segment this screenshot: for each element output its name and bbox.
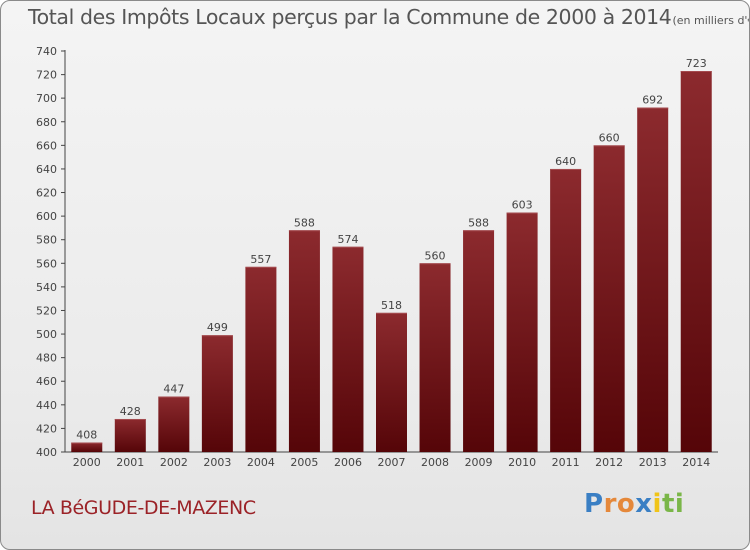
data-label: 692	[642, 94, 663, 107]
bar	[680, 71, 712, 453]
y-tick-label: 680	[36, 116, 57, 129]
logo-letter: i	[674, 489, 685, 519]
logo-letter: P	[584, 489, 604, 519]
x-tick-label: 2009	[465, 456, 493, 469]
x-tick-label: 2003	[203, 456, 231, 469]
data-label: 588	[294, 216, 315, 229]
y-tick-label: 720	[36, 69, 57, 82]
x-axis: 2000 2001 2002 2003 2004 2005 2006 2007 2008 2009…	[65, 451, 718, 469]
logo-letter: t	[661, 489, 675, 519]
y-tick-label: 700	[36, 92, 57, 105]
y-tick-label: 740	[36, 45, 57, 58]
bar	[550, 168, 582, 453]
data-label: 408	[76, 429, 97, 442]
proxiti-logo[interactable]: Proxiti	[584, 489, 684, 519]
y-tick-label: 540	[36, 281, 57, 294]
data-label: 557	[250, 253, 271, 266]
y-tick-label: 620	[36, 187, 57, 200]
y-tick-label: 600	[36, 210, 57, 223]
data-label: 603	[512, 199, 533, 212]
bar	[506, 212, 538, 452]
bar	[201, 335, 233, 452]
x-tick-label: 2013	[639, 456, 667, 469]
y-tick-label: 640	[36, 163, 57, 176]
x-tick-label: 2011	[552, 456, 580, 469]
y-tick-label: 460	[36, 375, 57, 388]
data-label: 447	[163, 383, 184, 396]
bar	[71, 442, 103, 452]
logo-letter: i	[652, 489, 662, 519]
x-tick-label: 2010	[508, 456, 536, 469]
y-tick-label: 660	[36, 139, 57, 152]
logo-letter: x	[635, 489, 653, 519]
bar	[637, 107, 669, 453]
data-label: 499	[207, 321, 228, 334]
title-row: Total des Impôts Locaux perçus par la Co…	[28, 5, 749, 29]
bar	[288, 230, 320, 452]
data-label: 574	[337, 233, 358, 246]
unit-note: (en milliers d'€)	[672, 14, 749, 27]
x-tick-label: 2001	[116, 456, 144, 469]
x-tick-label: 2004	[247, 456, 275, 469]
logo-letter: r	[603, 489, 617, 519]
data-label: 640	[555, 155, 576, 168]
y-tick-label: 520	[36, 304, 57, 317]
chart-title: Total des Impôts Locaux perçus par la Co…	[28, 5, 672, 29]
x-tick-label: 2006	[334, 456, 362, 469]
y-tick-label: 400	[36, 446, 57, 459]
y-tick-label: 500	[36, 328, 57, 341]
bar	[245, 266, 277, 452]
bar	[114, 418, 146, 452]
y-tick-label: 440	[36, 399, 57, 412]
y-tick-label: 560	[36, 257, 57, 270]
bars	[71, 71, 712, 453]
y-axis: 400 420 440 460 480 500 520 540 560 580 600 620 640 6…	[36, 45, 66, 459]
data-label: 428	[120, 405, 141, 418]
data-label: 660	[599, 131, 620, 144]
logo-letter: o	[616, 489, 636, 519]
y-tick-label: 480	[36, 352, 57, 365]
x-tick-label: 2002	[160, 456, 188, 469]
x-tick-label: 2007	[378, 456, 406, 469]
data-label: 518	[381, 299, 402, 312]
bar	[158, 396, 190, 452]
y-tick-label: 420	[36, 422, 57, 435]
y-tick-label: 580	[36, 234, 57, 247]
bar	[376, 312, 407, 452]
x-tick-label: 2008	[421, 456, 449, 469]
x-tick-label: 2014	[682, 456, 710, 469]
bar	[593, 145, 625, 452]
x-tick-label: 2000	[73, 456, 101, 469]
commune-name: LA BéGUDE-DE-MAZENC	[31, 497, 256, 519]
value-labels: 408 428 447 499 557 588 574 518 560 588 603 640 660 6…	[76, 57, 706, 442]
bar	[463, 230, 495, 452]
x-tick-label: 2005	[290, 456, 318, 469]
bar	[332, 246, 364, 452]
x-tick-label: 2012	[595, 456, 623, 469]
data-label: 588	[468, 216, 489, 229]
data-label: 560	[425, 249, 446, 262]
bar	[419, 263, 451, 452]
data-label: 723	[686, 57, 707, 70]
